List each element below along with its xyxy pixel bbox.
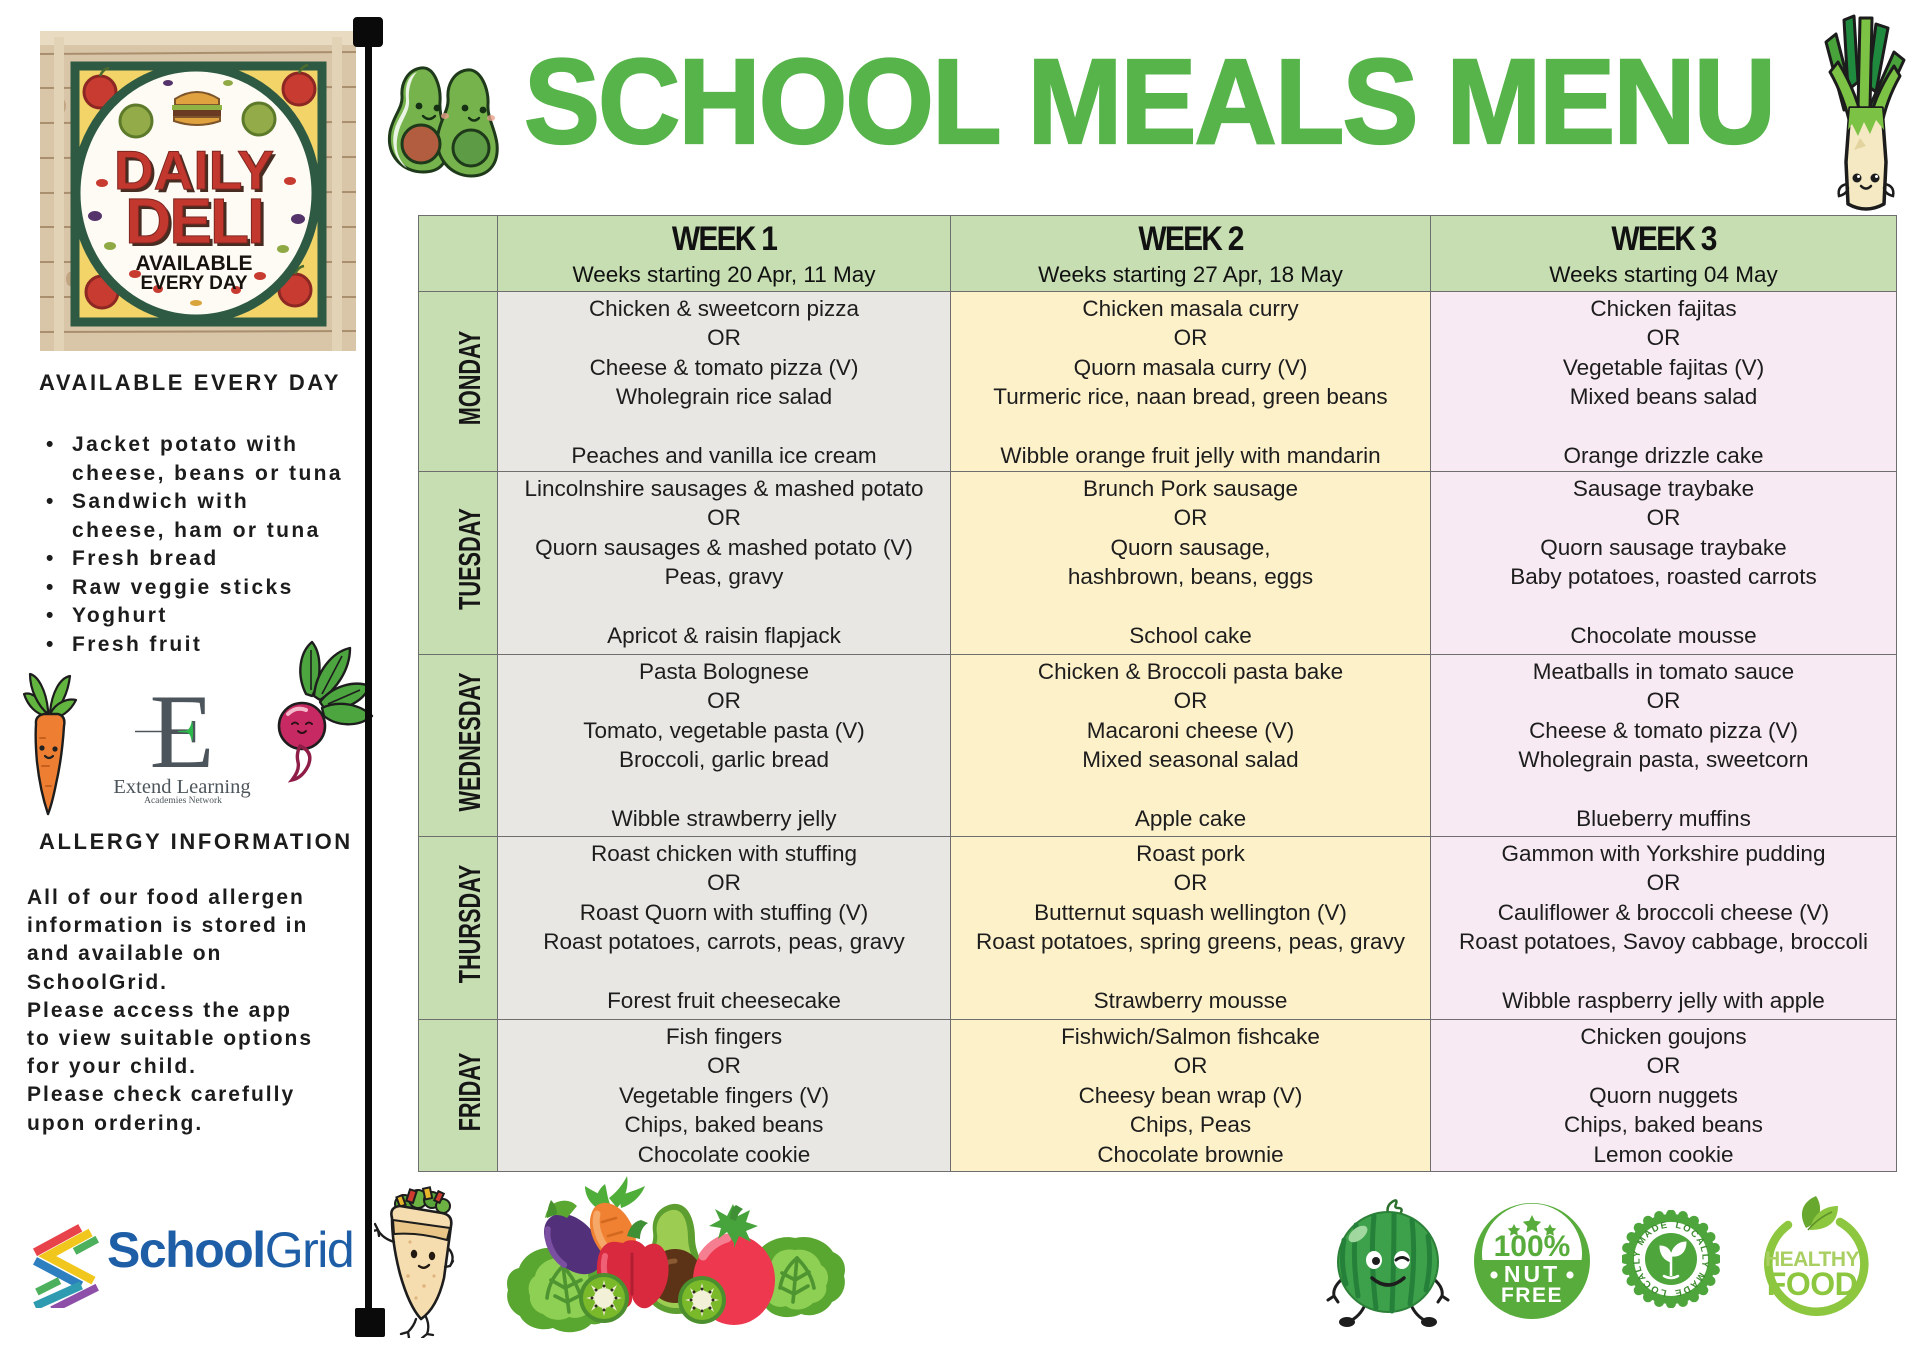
- svg-text:DELI: DELI: [128, 188, 266, 260]
- svg-text:DAILY: DAILY: [114, 139, 274, 201]
- svg-text:AVAILABLE: AVAILABLE: [135, 252, 252, 275]
- svg-text:DAILY: DAILY: [117, 142, 277, 204]
- svg-text:NUT: NUT: [1504, 1261, 1560, 1287]
- svg-text:HEALTHY: HEALTHY: [1765, 1248, 1860, 1271]
- svg-text:EVERY DAY: EVERY DAY: [140, 273, 247, 294]
- svg-text:E: E: [150, 680, 215, 790]
- svg-text:DELI: DELI: [125, 185, 263, 257]
- svg-text:100%: 100%: [1494, 1230, 1571, 1263]
- svg-text:FREE: FREE: [1501, 1284, 1563, 1307]
- svg-text:Extend Learning: Extend Learning: [113, 776, 250, 798]
- svg-text:FOOD: FOOD: [1767, 1266, 1857, 1302]
- svg-text:Academies Network: Academies Network: [144, 796, 222, 806]
